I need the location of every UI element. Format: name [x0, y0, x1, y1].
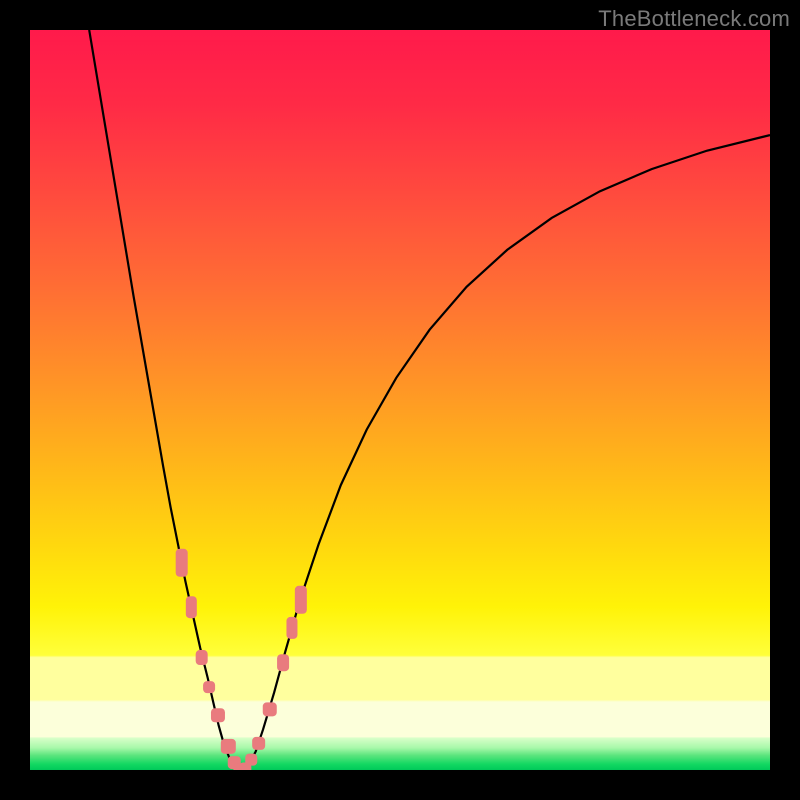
plot-background	[30, 30, 770, 770]
data-marker	[186, 596, 197, 618]
bottleneck-chart	[0, 0, 800, 800]
data-marker	[211, 708, 225, 722]
data-marker	[245, 754, 257, 766]
data-marker	[196, 650, 208, 665]
data-marker	[176, 549, 188, 577]
data-marker	[286, 617, 297, 639]
data-marker	[221, 739, 236, 754]
data-marker	[277, 654, 289, 671]
data-marker	[252, 737, 265, 750]
watermark-text: TheBottleneck.com	[598, 6, 790, 32]
chart-container: { "meta": { "watermark": "TheBottleneck.…	[0, 0, 800, 800]
data-marker	[203, 681, 215, 693]
data-marker	[295, 586, 307, 614]
data-marker	[263, 702, 277, 716]
